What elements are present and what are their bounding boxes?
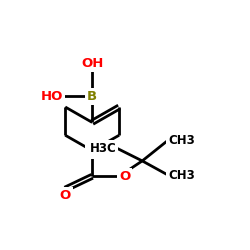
Text: B: B (87, 90, 97, 103)
Text: O: O (60, 189, 71, 202)
Text: CH3: CH3 (168, 168, 195, 181)
Text: O: O (119, 170, 130, 183)
Text: OH: OH (81, 57, 104, 70)
Text: HO: HO (40, 90, 63, 103)
Text: CH3: CH3 (168, 134, 195, 147)
Text: H3C: H3C (90, 142, 117, 154)
Text: N: N (87, 144, 98, 157)
